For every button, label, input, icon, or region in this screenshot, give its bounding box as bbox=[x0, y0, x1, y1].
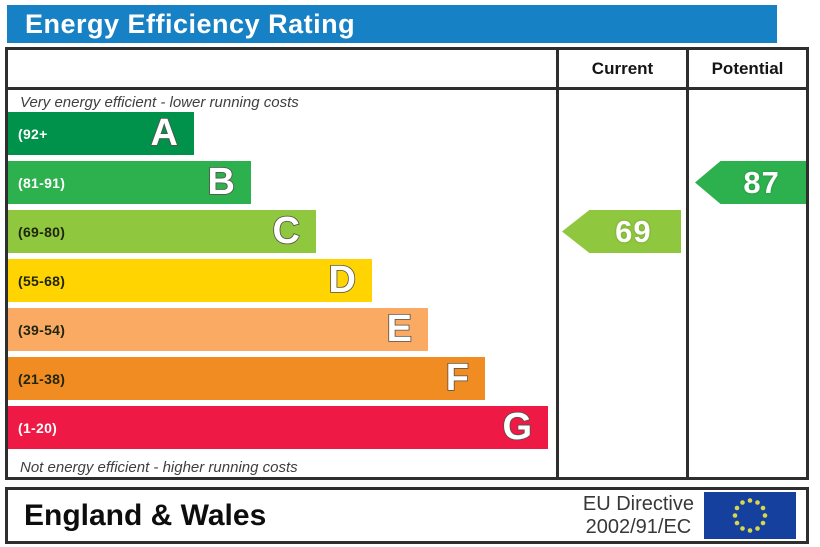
band-b: (81-91) B bbox=[8, 161, 251, 204]
band-a-range: (92+ bbox=[18, 125, 48, 142]
band-f-range: (21-38) bbox=[18, 370, 66, 387]
band-b-grade: B bbox=[207, 160, 236, 203]
band-a-grade: A bbox=[150, 111, 179, 154]
header-empty-cell bbox=[8, 50, 556, 90]
rating-bands: (92+ A (81-91) B (69-80) C (55-68) D (39… bbox=[8, 112, 556, 449]
rating-scale-cell: Very energy efficient - lower running co… bbox=[8, 90, 556, 477]
band-c: (69-80) C bbox=[8, 210, 316, 253]
page-title: Energy Efficiency Rating bbox=[25, 8, 356, 39]
current-rating-value: 69 bbox=[615, 213, 652, 249]
eu-directive-line2: 2002/91/EC bbox=[585, 515, 692, 538]
potential-rating-arrow: 87 bbox=[695, 161, 806, 204]
region-label: England & Wales bbox=[24, 498, 267, 532]
energy-rating-table: Current Potential Very energy efficient … bbox=[5, 47, 809, 480]
eu-directive-line1: EU Directive bbox=[582, 493, 694, 516]
potential-rating-value: 87 bbox=[743, 164, 780, 200]
band-e-grade: E bbox=[386, 307, 413, 350]
band-c-range: (69-80) bbox=[18, 223, 66, 240]
band-e: (39-54) E bbox=[8, 308, 428, 351]
header-current: Current bbox=[556, 50, 686, 90]
header-potential: Potential bbox=[686, 50, 806, 90]
eu-directive-label: EU Directive 2002/91/EC bbox=[583, 493, 704, 538]
title-bar: Energy Efficiency Rating bbox=[7, 5, 777, 43]
current-rating-arrow: 69 bbox=[562, 210, 681, 253]
caption-top: Very energy efficient - lower running co… bbox=[20, 94, 299, 111]
band-a: (92+ A bbox=[8, 112, 194, 155]
band-f-grade: F bbox=[445, 356, 470, 399]
current-rating-cell: 69 bbox=[556, 90, 686, 477]
band-g-grade: G bbox=[502, 405, 533, 448]
band-c-grade: C bbox=[272, 209, 301, 252]
band-e-range: (39-54) bbox=[18, 321, 66, 338]
eu-flag-icon bbox=[704, 492, 796, 539]
band-f: (21-38) F bbox=[8, 357, 485, 400]
band-g: (1-20) G bbox=[8, 406, 548, 449]
band-g-range: (1-20) bbox=[18, 419, 58, 436]
potential-rating-cell: 87 bbox=[686, 90, 806, 477]
band-d-range: (55-68) bbox=[18, 272, 66, 289]
band-b-range: (81-91) bbox=[18, 174, 66, 191]
band-d: (55-68) D bbox=[8, 259, 372, 302]
caption-bottom: Not energy efficient - higher running co… bbox=[20, 459, 298, 476]
band-d-grade: D bbox=[328, 258, 357, 301]
footer: England & Wales EU Directive 2002/91/EC bbox=[5, 487, 809, 544]
